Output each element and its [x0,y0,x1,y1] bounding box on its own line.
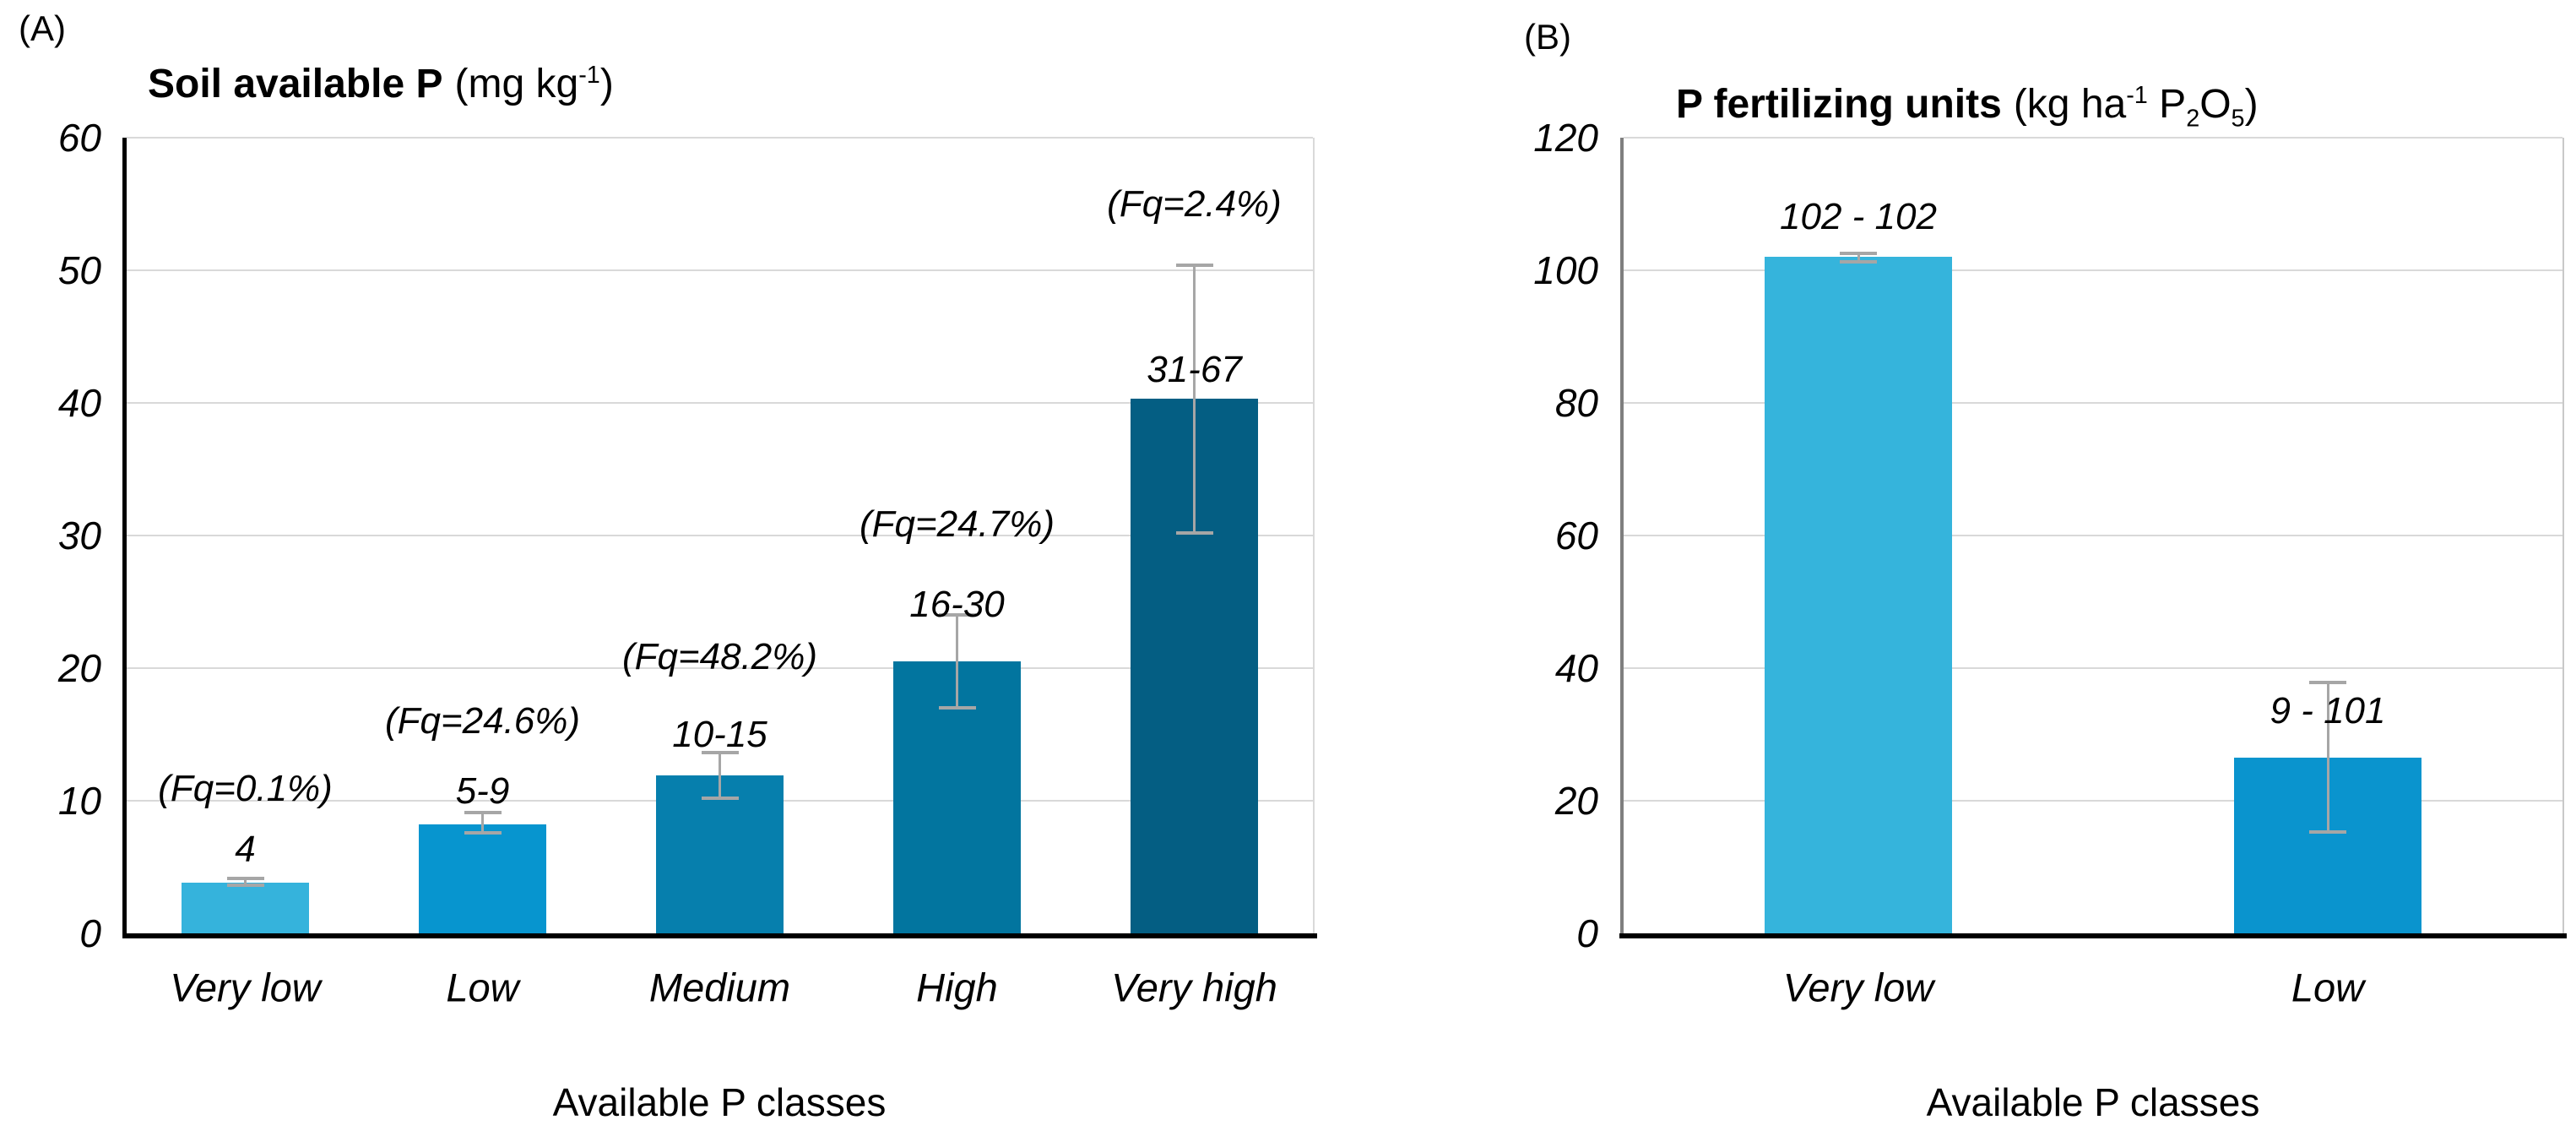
y-tick-label-40: 40 [57,381,101,425]
error-bar-cap-bottom [1840,259,1877,264]
category-label-very-low: Very low [170,965,321,1010]
y-tick-label-50: 50 [57,248,101,292]
gridline-60 [127,137,1313,139]
chart-a-title-text: Soil available P [148,62,443,106]
bar-value-label: 31-67 [1147,348,1242,390]
fq-annotation: (Fq=2.4%) [1107,182,1282,225]
category-label-very-high: Very high [1111,965,1277,1010]
gridline-50 [127,269,1313,271]
error-bar-cap-top [226,876,264,880]
bar-very-low [1764,257,1953,933]
y-tick-label-80: 80 [1554,381,1598,425]
chart-b-title: P fertilizing units (kg ha-1 P2O5) [1676,81,2259,133]
error-bar-line [1193,264,1196,533]
fq-annotation: (Fq=24.6%) [384,699,581,742]
error-bar-line [719,753,721,798]
gridline-80 [1624,402,2562,404]
bar-value-label: 102 - 102 [1780,196,1937,238]
y-tick-label-60: 60 [57,116,101,160]
error-bar-cap-top [1175,263,1213,267]
gridline-40 [1624,667,2562,669]
bar-value-label: 5-9 [455,770,510,812]
plot-right-border [1313,138,1315,933]
y-tick-label-40: 40 [1554,646,1598,690]
x-axis-line [1619,933,2567,938]
error-bar-cap-bottom [938,706,976,710]
category-label-high: High [916,965,998,1010]
y-tick-label-0: 0 [1576,911,1598,955]
bar-medium [656,775,784,933]
y-tick-label-100: 100 [1533,248,1598,292]
bar-very-low [182,883,309,933]
error-bar-line [2326,682,2329,832]
error-bar-cap-bottom [2309,829,2346,834]
fq-annotation: (Fq=48.2%) [621,636,818,678]
y-tick-label-30: 30 [57,514,101,557]
gridline-120 [1624,137,2562,139]
fq-annotation: (Fq=24.7%) [859,503,1055,546]
error-bar-cap-bottom [464,830,502,835]
gridline-30 [127,535,1313,536]
y-tick-label-60: 60 [1554,514,1598,557]
chart-b-title-text: P fertilizing units [1676,82,2002,127]
panel-label-b: (B) [1524,17,1571,57]
bar-value-label: 9 - 101 [2270,690,2386,732]
error-bar-cap-top [1840,251,1877,255]
gridline-20 [127,667,1313,669]
error-bar-cap-top [464,811,502,815]
chart-a-title-unit: (mg kg-1) [454,62,614,106]
error-bar-cap-top [701,751,739,755]
error-bar-line [481,813,484,833]
y-tick-label-20: 20 [1554,779,1598,823]
y-tick-label-120: 120 [1533,116,1598,160]
y-tick-label-0: 0 [79,911,101,955]
error-bar-cap-bottom [226,884,264,888]
bar-value-label: 10-15 [672,713,767,755]
category-label-medium: Medium [648,965,791,1010]
category-label-very-low: Very low [1782,965,1934,1010]
error-bar-cap-top [938,613,976,617]
y-axis-line [122,138,127,936]
panel-label-a: (A) [19,8,66,48]
category-label-low: Low [2291,965,2365,1010]
gridline-100 [1624,269,2562,271]
y-axis-line [1620,138,1624,936]
error-bar-cap-bottom [701,796,739,800]
bar-value-label: 4 [235,829,256,871]
error-bar-line [1857,253,1860,262]
error-bar-cap-top [2309,681,2346,685]
fq-annotation: (Fq=0.1%) [158,767,333,809]
x-axis-title-a: Available P classes [552,1080,887,1124]
plot-right-border [2562,138,2564,933]
category-label-low: Low [446,965,519,1010]
y-tick-label-20: 20 [57,646,101,690]
x-axis-line [122,933,1317,938]
chart-b-title-unit: (kg ha-1 P2O5) [2013,82,2259,133]
bar-value-label: 16-30 [909,583,1005,625]
error-bar-cap-bottom [1175,530,1213,535]
gridline-60 [1624,535,2562,536]
error-bar-line [956,615,958,709]
chart-a-title: Soil available P (mg kg-1) [148,61,614,107]
gridline-20 [1624,800,2562,802]
x-axis-title-b: Available P classes [1926,1080,2260,1124]
gridline-40 [127,402,1313,404]
error-bar-line [244,878,247,886]
y-tick-label-10: 10 [57,779,101,823]
bar-low [419,824,546,933]
